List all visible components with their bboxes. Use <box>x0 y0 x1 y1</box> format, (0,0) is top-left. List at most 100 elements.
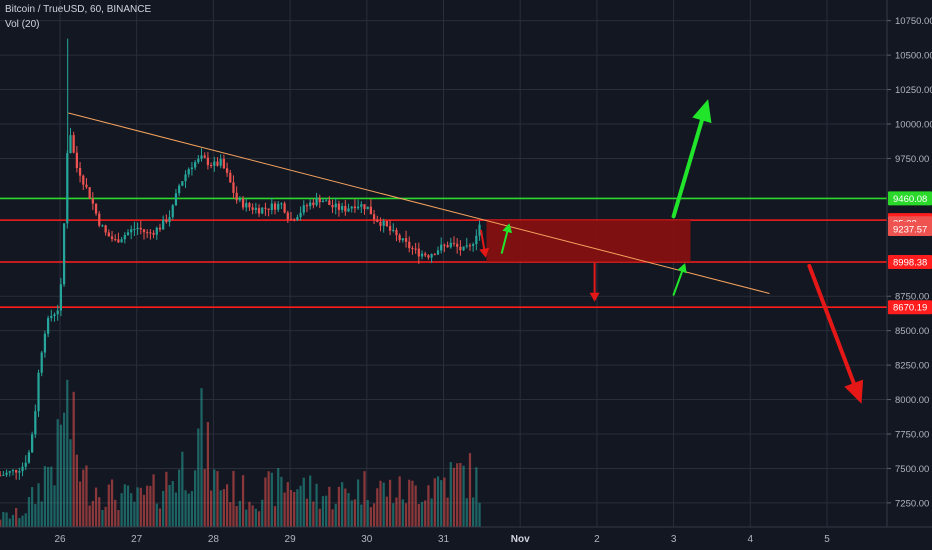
candle-body <box>347 208 350 212</box>
time-tick-label: 27 <box>131 534 143 545</box>
candle-body <box>369 206 373 215</box>
volume-bar <box>82 469 85 527</box>
volume-bar <box>142 494 146 527</box>
candle-body <box>110 236 114 240</box>
candle-body <box>15 470 18 473</box>
horizontal-levels[interactable] <box>0 197 887 309</box>
small-down-arrow-2[interactable] <box>589 262 600 302</box>
level-8998-label[interactable]: 8998.38 <box>893 258 927 269</box>
candle-body <box>388 226 392 231</box>
volume-bar <box>280 476 283 527</box>
candle-body <box>219 158 222 166</box>
volume-bar <box>165 471 168 527</box>
level-9460-label-bg[interactable] <box>888 191 932 206</box>
volume-bar <box>168 485 171 527</box>
candle-body <box>40 352 43 373</box>
volume-bar <box>34 504 37 527</box>
volume-bar <box>229 502 232 527</box>
big-up-arrow[interactable] <box>671 99 712 219</box>
candle-body <box>197 158 200 163</box>
volume-bar <box>254 508 257 527</box>
candle-body <box>46 318 50 334</box>
volume-indicator-label[interactable]: Vol (20) <box>5 19 40 30</box>
level-9237-label[interactable]: 9237.57 <box>893 225 927 236</box>
volume-bar <box>136 487 139 527</box>
candle-body <box>43 333 47 353</box>
volume-bar <box>11 514 15 527</box>
candle-body <box>155 227 158 235</box>
level-8670-label[interactable]: 8670.19 <box>893 303 927 314</box>
small-down-arrow-1[interactable] <box>479 229 490 258</box>
small-up-arrow-1[interactable] <box>500 223 513 254</box>
volume-bar <box>257 511 261 527</box>
candle-body <box>379 221 382 226</box>
candle-body <box>21 466 24 472</box>
volume-bar <box>88 505 91 527</box>
volume-bar <box>385 496 388 527</box>
price-zone[interactable] <box>486 220 691 262</box>
candle-body <box>356 206 360 209</box>
candle-body <box>114 239 117 241</box>
candle-body <box>286 212 289 220</box>
candle-body <box>37 372 40 412</box>
candle-body <box>165 219 168 222</box>
volume-bar <box>456 463 459 527</box>
time-axis[interactable]: 26 27 28 29 30 31 Nov 2 3 4 5 <box>0 526 932 550</box>
level-8670-label-bg[interactable] <box>888 300 932 315</box>
volume-bar <box>341 482 344 527</box>
volume-bar <box>315 483 318 527</box>
candle-body <box>446 245 449 248</box>
volume-bar <box>149 485 152 527</box>
volume-bar <box>31 487 34 527</box>
candle-body <box>107 232 110 237</box>
time-tick-label: Nov <box>511 534 530 545</box>
price-axis[interactable]: 10750.00 10500.00 10250.00 10000.00 9750.00 8… <box>886 0 932 527</box>
volume-bar <box>478 502 481 527</box>
volume-bar <box>18 518 21 527</box>
volume-bar <box>187 493 190 527</box>
volume-bar <box>475 467 478 527</box>
volume-bar <box>5 512 8 527</box>
arrow-head <box>502 223 513 234</box>
volume-bar <box>53 485 56 527</box>
price-tick-label: 8000.00 <box>895 395 929 406</box>
volume-bar <box>133 501 136 527</box>
volume-bar <box>0 519 2 527</box>
level-9237-label-bg[interactable] <box>888 222 932 237</box>
level-9460-label[interactable]: 9460.08 <box>893 194 927 205</box>
volume-bar <box>130 493 133 527</box>
volume-bar <box>114 499 117 527</box>
arrow-head <box>677 263 687 274</box>
candle-body <box>427 255 430 258</box>
candle-body <box>395 229 398 236</box>
candle-body <box>344 205 347 212</box>
candle-body <box>478 224 481 236</box>
time-tick-label: 3 <box>671 534 677 545</box>
candle-body <box>401 238 404 241</box>
candle-body <box>363 204 366 210</box>
candle-body <box>85 184 88 188</box>
forecast-arrows[interactable] <box>479 99 864 404</box>
small-up-arrow-2[interactable] <box>672 263 687 296</box>
volume-bar <box>369 507 373 527</box>
candle-body <box>312 202 315 206</box>
time-tick-label: 26 <box>54 534 66 545</box>
volume-bar <box>433 478 436 527</box>
trend-line[interactable] <box>68 112 770 294</box>
candle-body <box>321 200 325 203</box>
volume-bar <box>91 500 94 527</box>
candle-body <box>123 234 126 240</box>
volume-bar <box>139 487 142 527</box>
volume-bar <box>408 479 411 527</box>
volume-bar <box>318 508 321 527</box>
candle-body <box>424 253 427 256</box>
volume-bar <box>299 485 302 527</box>
candle-body <box>350 206 353 209</box>
volume-bar <box>376 488 379 527</box>
volume-bar <box>225 484 229 527</box>
level-8998-label-bg[interactable] <box>888 255 932 270</box>
big-down-arrow[interactable] <box>807 263 864 404</box>
descending-trend-line[interactable] <box>68 112 770 294</box>
zone-rectangle[interactable] <box>486 220 691 262</box>
